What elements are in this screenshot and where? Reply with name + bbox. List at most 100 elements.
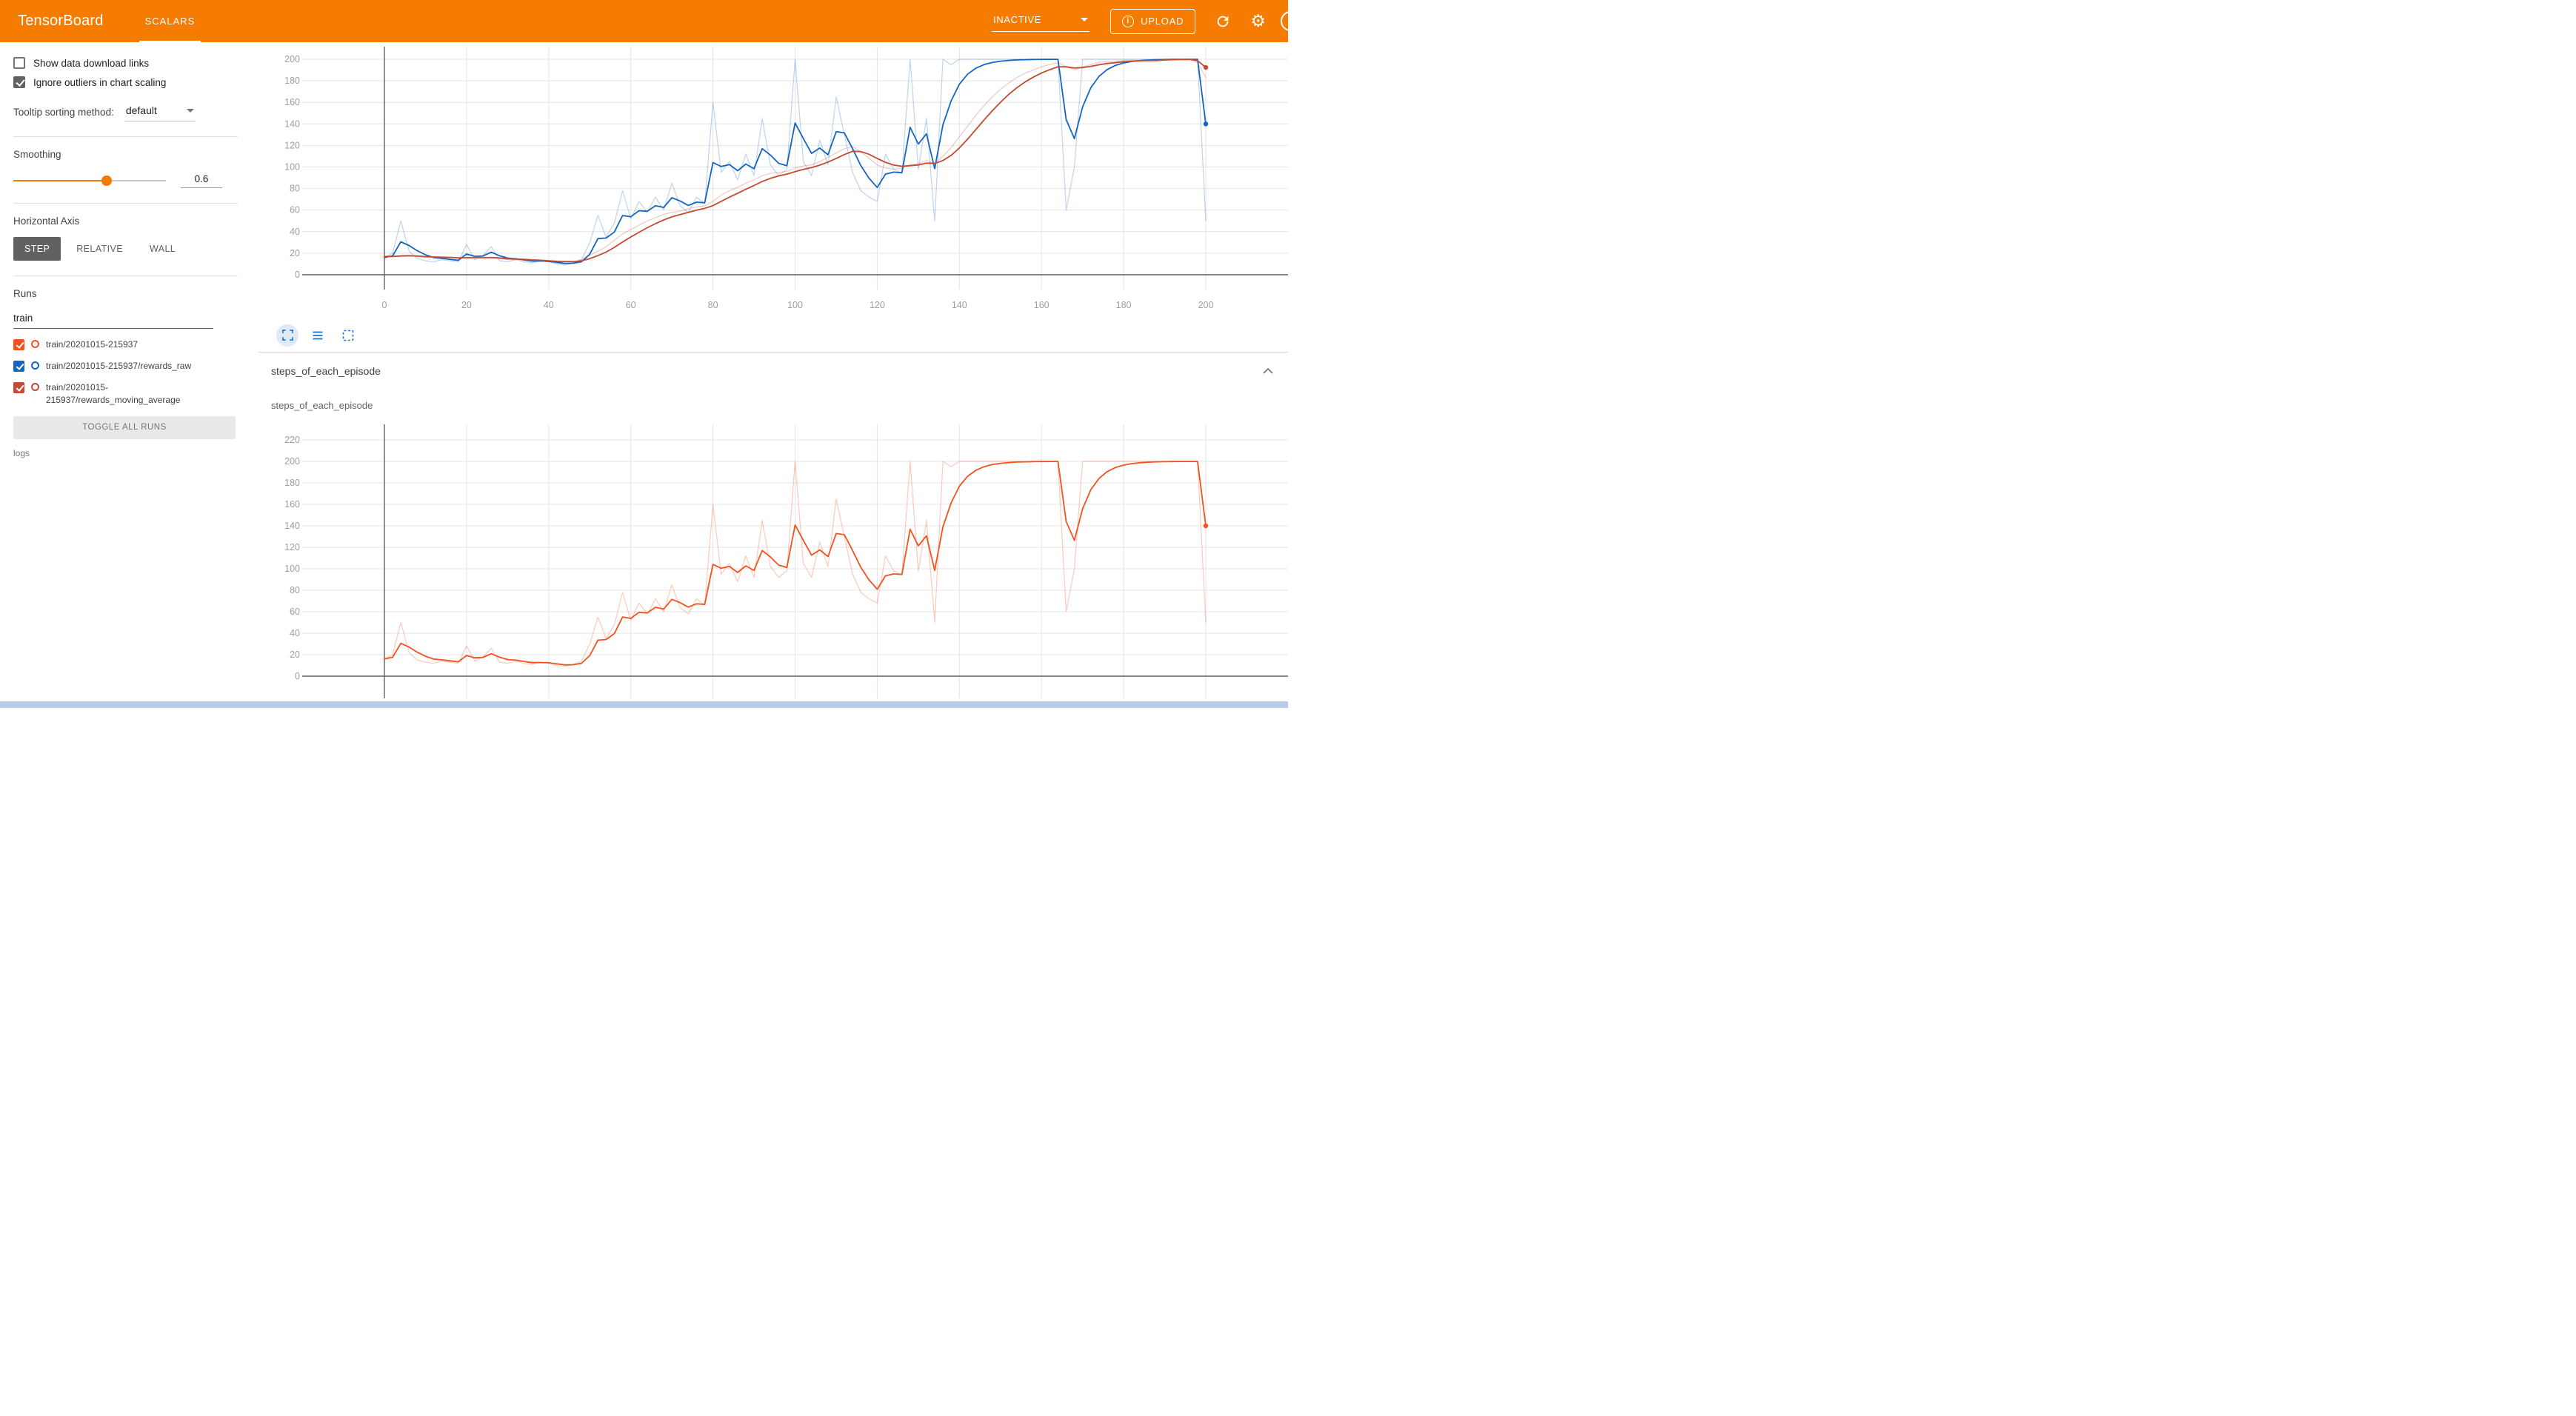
chevron-down-icon: [186, 108, 194, 113]
svg-text:120: 120: [284, 542, 300, 552]
tooltip-sorting-select[interactable]: default: [124, 103, 196, 121]
run-row[interactable]: train/20201015-215937/rewards_raw: [13, 360, 258, 373]
svg-text:0: 0: [382, 300, 387, 310]
active-tab-underline: [139, 41, 201, 42]
chart-title: steps_of_each_episode: [271, 400, 373, 411]
upload-button-label: UPLOAD: [1141, 16, 1184, 27]
steps-chart[interactable]: 0 20 40 60 80 100 120 140 160 180 200 220: [258, 415, 1288, 707]
svg-text:40: 40: [544, 300, 554, 310]
axis-wall-button[interactable]: WALL: [139, 237, 187, 261]
ignore-outliers-checkbox[interactable]: [13, 76, 25, 88]
ignore-outliers-label: Ignore outliers in chart scaling: [33, 76, 167, 88]
smoothing-label: Smoothing: [13, 149, 61, 160]
settings-icon[interactable]: ⚙: [1250, 11, 1266, 30]
svg-text:220: 220: [284, 435, 300, 445]
refresh-icon[interactable]: [1215, 13, 1231, 30]
svg-text:60: 60: [290, 607, 300, 617]
run-label: train/20201015-215937/rewards_raw: [46, 361, 192, 372]
svg-text:40: 40: [290, 227, 300, 237]
run-label: train/20201015-215937/rewards_moving_ave…: [46, 382, 181, 405]
expand-chart-icon[interactable]: [276, 324, 298, 347]
svg-text:0: 0: [295, 270, 300, 280]
run-color-swatch: [31, 383, 39, 392]
info-icon: i: [1122, 15, 1135, 27]
svg-text:140: 140: [284, 521, 300, 531]
run-label: train/20201015-215937: [46, 339, 139, 350]
run-checkbox[interactable]: [13, 339, 24, 350]
svg-text:20: 20: [290, 649, 300, 660]
chart-toolbar: [258, 318, 1288, 352]
svg-text:100: 100: [284, 162, 300, 173]
svg-text:60: 60: [626, 300, 636, 310]
tag-group-header[interactable]: steps_of_each_episode: [258, 353, 1288, 390]
svg-text:20: 20: [290, 248, 300, 258]
svg-text:100: 100: [284, 564, 300, 574]
svg-text:200: 200: [284, 54, 300, 64]
settings-sidebar: Show data download links Ignore outliers…: [0, 42, 258, 708]
bottom-bar: [0, 701, 1288, 708]
divider: [258, 352, 1288, 353]
main-content: 0 20 40 60 80 100 120 140 160 180 200 0 20 40 60 80 100 1…: [258, 42, 1288, 708]
svg-text:160: 160: [1034, 300, 1050, 310]
show-download-links-checkbox[interactable]: [13, 57, 25, 69]
run-row[interactable]: train/20201015-215937/rewards_moving_ave…: [13, 381, 258, 405]
tab-scalars-label: SCALARS: [144, 16, 196, 27]
divider: [13, 136, 238, 137]
svg-text:200: 200: [1198, 300, 1214, 310]
svg-text:160: 160: [284, 499, 300, 510]
smoothing-value[interactable]: 0.6: [181, 173, 222, 188]
rewards-chart[interactable]: 0 20 40 60 80 100 120 140 160 180 200 0 20 40 60 80 100 1…: [258, 42, 1288, 318]
tooltip-sorting-value: default: [125, 104, 157, 116]
svg-text:80: 80: [708, 300, 718, 310]
status-dropdown[interactable]: INACTIVE: [992, 11, 1090, 32]
status-dropdown-value: INACTIVE: [993, 13, 1041, 25]
svg-text:100: 100: [787, 300, 803, 310]
svg-text:180: 180: [1116, 300, 1132, 310]
show-download-links-row[interactable]: Show data download links: [13, 57, 258, 69]
svg-text:140: 140: [952, 300, 967, 310]
run-checkbox[interactable]: [13, 382, 24, 394]
axis-step-button[interactable]: STEP: [13, 237, 61, 261]
horizontal-axis-label: Horizontal Axis: [13, 216, 80, 227]
run-color-swatch: [31, 361, 39, 370]
tooltip-sorting-label: Tooltip sorting method:: [13, 107, 114, 118]
svg-text:180: 180: [284, 76, 300, 86]
run-checkbox[interactable]: [13, 361, 24, 373]
help-icon-glyph: ?: [1287, 16, 1288, 27]
show-download-links-label: Show data download links: [33, 57, 150, 69]
svg-text:200: 200: [284, 456, 300, 467]
run-color-swatch: [31, 340, 39, 348]
axis-relative-button[interactable]: RELATIVE: [65, 237, 134, 261]
svg-text:40: 40: [290, 628, 300, 638]
svg-text:80: 80: [290, 585, 300, 595]
runs-filter-input[interactable]: [13, 310, 213, 329]
chevron-up-icon[interactable]: [1263, 368, 1273, 374]
svg-text:140: 140: [284, 118, 300, 129]
ignore-outliers-row[interactable]: Ignore outliers in chart scaling: [13, 76, 258, 88]
help-icon[interactable]: ?: [1281, 11, 1288, 31]
divider: [13, 275, 238, 276]
svg-text:20: 20: [461, 300, 472, 310]
fit-domain-icon[interactable]: [337, 324, 359, 347]
tag-group-title: steps_of_each_episode: [271, 365, 381, 377]
svg-text:0: 0: [295, 671, 300, 681]
svg-text:80: 80: [290, 184, 300, 194]
svg-text:60: 60: [290, 205, 300, 216]
svg-text:180: 180: [284, 478, 300, 488]
chevron-down-icon: [1081, 17, 1089, 21]
toggle-all-runs-button[interactable]: TOGGLE ALL RUNS: [13, 415, 236, 439]
tensorboard-app: TensorBoard SCALARS INACTIVE i UPLOAD ⚙ …: [0, 0, 1288, 708]
divider: [13, 203, 238, 204]
svg-text:160: 160: [284, 97, 300, 107]
app-title: TensorBoard: [18, 13, 104, 29]
tab-scalars[interactable]: SCALARS: [136, 0, 204, 42]
svg-text:120: 120: [870, 300, 885, 310]
app-header: TensorBoard SCALARS INACTIVE i UPLOAD ⚙ …: [0, 0, 1288, 42]
log-scale-icon[interactable]: [307, 324, 329, 347]
runs-heading: Runs: [13, 288, 37, 299]
smoothing-slider[interactable]: [13, 176, 166, 186]
smoothing-slider-thumb[interactable]: [101, 176, 112, 186]
upload-button[interactable]: i UPLOAD: [1110, 8, 1196, 34]
run-row[interactable]: train/20201015-215937: [13, 338, 258, 350]
logs-label: logs: [13, 447, 30, 458]
